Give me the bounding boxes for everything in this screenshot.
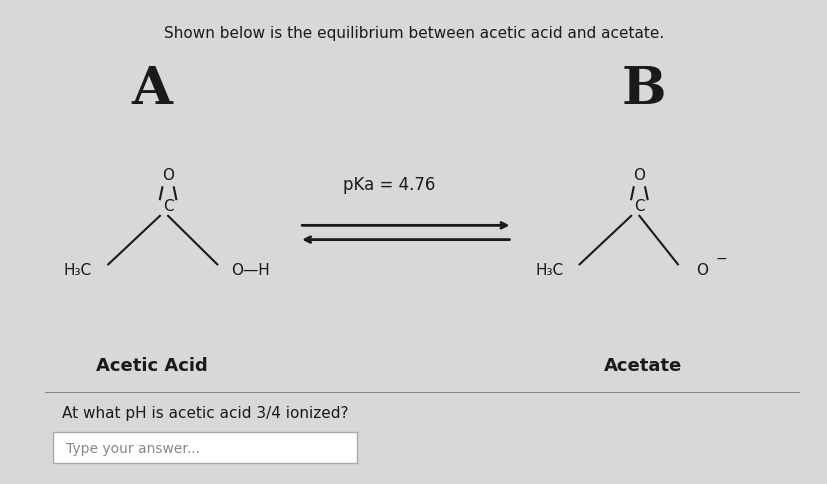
- Text: −: −: [715, 252, 726, 266]
- Text: O—H: O—H: [231, 263, 269, 278]
- Text: H₃C: H₃C: [64, 263, 92, 278]
- Text: Acetate: Acetate: [604, 357, 681, 375]
- Text: B: B: [620, 64, 665, 115]
- Text: A: A: [131, 64, 172, 115]
- Text: O: O: [162, 168, 174, 183]
- Text: C: C: [163, 199, 173, 214]
- Text: O: O: [696, 263, 708, 278]
- Text: Type your answer...: Type your answer...: [65, 442, 199, 456]
- Text: Shown below is the equilibrium between acetic acid and acetate.: Shown below is the equilibrium between a…: [164, 26, 663, 41]
- Text: H₃C: H₃C: [534, 263, 562, 278]
- Text: At what pH is acetic acid 3/4 ionized?: At what pH is acetic acid 3/4 ionized?: [61, 406, 347, 421]
- Text: pKa = 4.76: pKa = 4.76: [343, 176, 435, 194]
- Text: C: C: [633, 199, 644, 214]
- Text: Acetic Acid: Acetic Acid: [96, 357, 208, 375]
- Bar: [53, 432, 356, 463]
- Text: O: O: [633, 168, 644, 183]
